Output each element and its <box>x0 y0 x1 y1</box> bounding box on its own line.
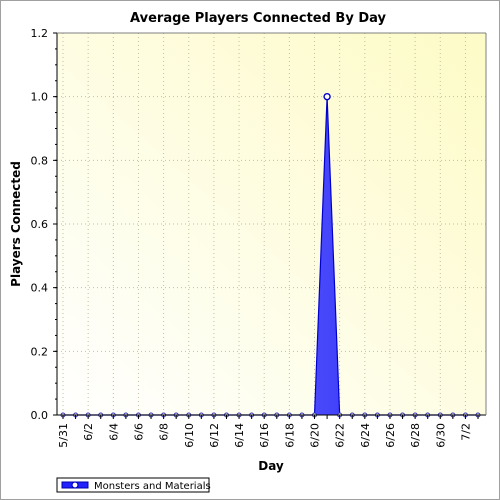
x-tick-label: 6/6 <box>132 423 145 441</box>
legend: Monsters and Materials <box>56 477 211 493</box>
y-tick-label: 0.4 <box>31 282 49 295</box>
x-tick-label: 6/16 <box>258 423 271 448</box>
y-axis-title: Players Connected <box>9 161 23 287</box>
x-tick-label: 6/2 <box>82 423 95 441</box>
y-tick-label: 1.0 <box>31 91 49 104</box>
x-tick-label: 6/14 <box>233 423 246 448</box>
x-tick-label: 6/28 <box>409 423 422 448</box>
legend-box <box>56 477 210 493</box>
x-tick-label: 6/22 <box>334 423 347 448</box>
legend-label: Monsters and Materials <box>94 481 211 492</box>
x-tick-label: 6/10 <box>183 423 196 448</box>
x-tick-label: 7/2 <box>459 423 472 441</box>
y-tick-label: 0.0 <box>31 409 49 422</box>
x-tick-label: 6/20 <box>309 423 322 448</box>
chart-title: Average Players Connected By Day <box>130 11 386 26</box>
x-tick-label: 6/30 <box>434 423 447 448</box>
y-tick-label: 1.2 <box>31 27 49 40</box>
x-tick-label: 6/12 <box>208 423 221 448</box>
legend-marker <box>71 481 79 489</box>
x-tick-label: 5/31 <box>57 423 70 448</box>
y-ticks: 0.0 0.2 0.4 0.6 0.8 1.0 1.2 <box>31 27 49 422</box>
x-tick-label: 6/4 <box>107 423 120 441</box>
y-tick-label: 0.8 <box>31 154 49 167</box>
x-tick-label: 6/8 <box>158 423 171 441</box>
y-tick-label: 0.6 <box>31 218 49 231</box>
x-axis-title: Day <box>258 459 284 473</box>
x-tick-label: 6/26 <box>384 423 397 448</box>
axes <box>53 32 487 419</box>
x-ticks: 5/31 6/2 6/4 6/6 6/8 6/10 6/12 6/14 6/16 6/18 6/20… <box>57 423 472 448</box>
data-point <box>323 92 331 101</box>
y-tick-label: 0.2 <box>31 345 49 358</box>
x-tick-label: 6/18 <box>283 423 296 448</box>
plot-area <box>57 33 486 415</box>
x-tick-label: 6/24 <box>359 423 372 448</box>
